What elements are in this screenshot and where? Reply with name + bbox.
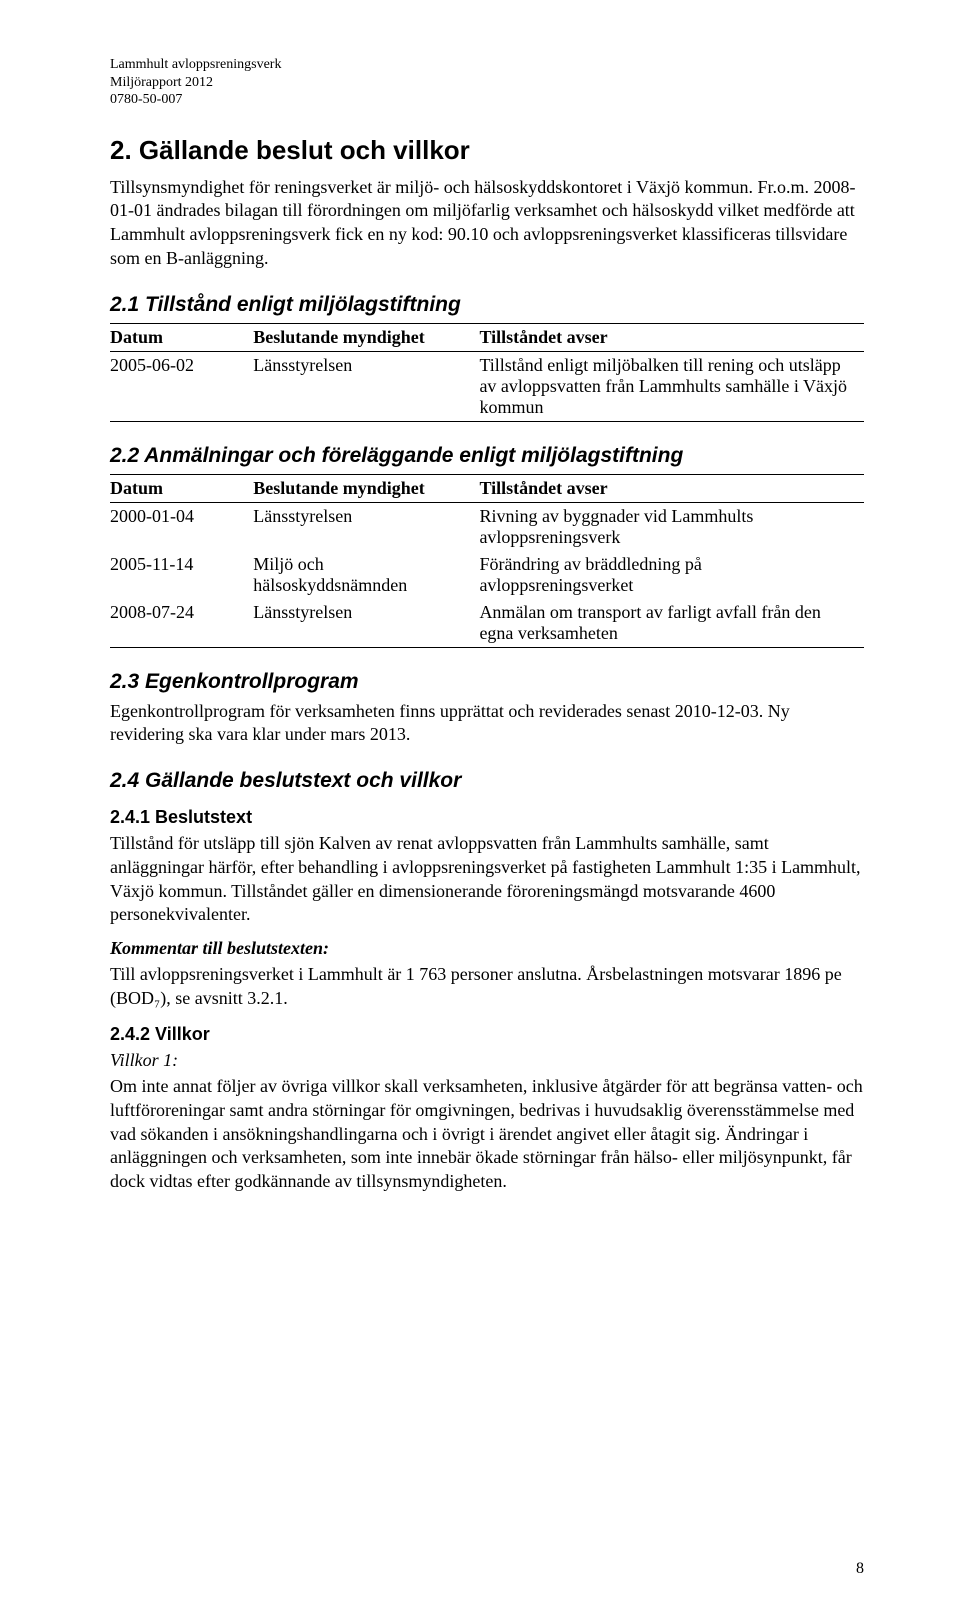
page: Lammhult avloppsreningsverk Miljörapport… <box>0 0 960 1612</box>
th-auth: Beslutande myndighet <box>253 474 479 502</box>
section-2-4-1-heading: 2.4.1 Beslutstext <box>110 807 864 828</box>
table-row: 2008-07-24 Länsstyrelsen Anmälan om tran… <box>110 599 864 648</box>
table-2-1: Datum Beslutande myndighet Tillståndet a… <box>110 323 864 422</box>
cell-desc: Anmälan om transport av farligt avfall f… <box>479 599 864 648</box>
cell-date: 2005-06-02 <box>110 351 253 421</box>
cell-date: 2005-11-14 <box>110 551 253 599</box>
villkor-1-body: Om inte annat följer av övriga villkor s… <box>110 1075 864 1194</box>
header-line-3: 0780-50-007 <box>110 91 864 109</box>
header-line-2: Miljörapport 2012 <box>110 74 864 92</box>
table-row: 2005-06-02 Länsstyrelsen Tillstånd enlig… <box>110 351 864 421</box>
cell-desc: Rivning av byggnader vid Lammhults avlop… <box>479 502 864 551</box>
cell-desc: Tillstånd enligt miljöbalken till rening… <box>479 351 864 421</box>
section-2-4-2-heading: 2.4.2 Villkor <box>110 1024 864 1045</box>
header-line-1: Lammhult avloppsreningsverk <box>110 56 864 74</box>
cell-date: 2008-07-24 <box>110 599 253 648</box>
section-2-intro: Tillsynsmyndighet för reningsverket är m… <box>110 176 864 271</box>
th-date: Datum <box>110 474 253 502</box>
section-2-3-heading: 2.3 Egenkontrollprogram <box>110 670 864 694</box>
section-2-3-body: Egenkontrollprogram för verksamheten fin… <box>110 700 864 748</box>
cell-auth: Länsstyrelsen <box>253 351 479 421</box>
th-date: Datum <box>110 323 253 351</box>
cell-date: 2000-01-04 <box>110 502 253 551</box>
comment-label: Kommentar till beslutstexten: <box>110 938 329 958</box>
section-2-1-heading: 2.1 Tillstånd enligt miljölagstiftning <box>110 293 864 317</box>
cell-auth: Länsstyrelsen <box>253 599 479 648</box>
cell-desc: Förändring av bräddledning på avloppsren… <box>479 551 864 599</box>
villkor-1-label: Villkor 1: <box>110 1050 178 1070</box>
page-number: 8 <box>856 1560 864 1578</box>
table-row: 2000-01-04 Länsstyrelsen Rivning av bygg… <box>110 502 864 551</box>
th-desc: Tillståndet avser <box>479 323 864 351</box>
table-2-2: Datum Beslutande myndighet Tillståndet a… <box>110 474 864 648</box>
cell-auth: Länsstyrelsen <box>253 502 479 551</box>
th-desc: Tillståndet avser <box>479 474 864 502</box>
section-2-heading: 2. Gällande beslut och villkor <box>110 135 864 166</box>
cell-auth: Miljö och hälsoskyddsnämnden <box>253 551 479 599</box>
section-2-4-heading: 2.4 Gällande beslutstext och villkor <box>110 769 864 793</box>
comment-body: Till avloppsreningsverket i Lammhult är … <box>110 963 864 1011</box>
table-row: 2005-11-14 Miljö och hälsoskyddsnämnden … <box>110 551 864 599</box>
doc-header: Lammhult avloppsreningsverk Miljörapport… <box>110 56 864 109</box>
th-auth: Beslutande myndighet <box>253 323 479 351</box>
section-2-4-1-body: Tillstånd för utsläpp till sjön Kalven a… <box>110 832 864 927</box>
section-2-2-heading: 2.2 Anmälningar och föreläggande enligt … <box>110 444 864 468</box>
